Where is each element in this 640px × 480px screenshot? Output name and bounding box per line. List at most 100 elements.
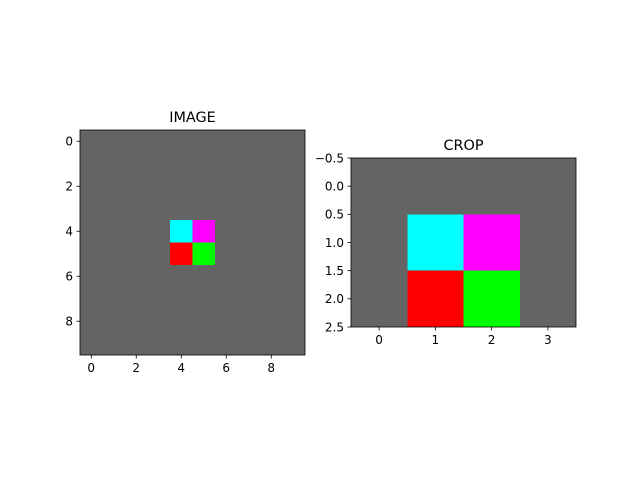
image-pixel-r0-c6 <box>215 130 238 153</box>
image-x-tick-label: 4 <box>177 361 185 375</box>
image-pixel-r8-c7 <box>237 310 260 333</box>
image-pixel-r7-c8 <box>260 287 283 310</box>
image-pixel-r1-c4 <box>170 152 193 175</box>
image-pixel-r4-c4 <box>170 220 193 243</box>
crop-pixel-r1-c1 <box>407 214 464 271</box>
image-pixel-r4-c8 <box>260 220 283 243</box>
image-pixel-r4-c2 <box>125 220 148 243</box>
image-pixel-r3-c3 <box>147 197 170 220</box>
image-pixel-r0-c2 <box>125 130 148 153</box>
crop-y-tick-label: 2.5 <box>325 320 344 334</box>
image-pixel-r0-c0 <box>80 130 103 153</box>
image-pixel-r5-c2 <box>125 242 148 265</box>
image-pixel-r2-c7 <box>237 175 260 198</box>
image-panel-title: IMAGE <box>169 110 216 126</box>
image-pixel-r6-c8 <box>260 265 283 288</box>
image-pixel-r7-c2 <box>125 287 148 310</box>
image-pixel-r7-c1 <box>102 287 125 310</box>
image-pixel-r1-c9 <box>282 152 305 175</box>
image-pixel-r2-c3 <box>147 175 170 198</box>
image-pixel-r7-c4 <box>170 287 193 310</box>
crop-panel-title: CROP <box>443 138 483 154</box>
image-pixel-r7-c0 <box>80 287 103 310</box>
image-axis-ticks: 0 2 4 6 8 0 2 4 6 8 <box>65 135 275 375</box>
image-pixel-r2-c2 <box>125 175 148 198</box>
image-x-tick-label: 0 <box>87 361 95 375</box>
image-pixel-r0-c8 <box>260 130 283 153</box>
image-pixel-r1-c2 <box>125 152 148 175</box>
image-pixel-r1-c5 <box>192 152 215 175</box>
image-pixel-r5-c6 <box>215 242 238 265</box>
image-pixel-r4-c0 <box>80 220 103 243</box>
crop-pixel-r0-c2 <box>463 158 520 215</box>
image-pixel-r8-c1 <box>102 310 125 333</box>
image-pixel-r1-c6 <box>215 152 238 175</box>
image-pixel-r6-c4 <box>170 265 193 288</box>
image-pixel-r7-c9 <box>282 287 305 310</box>
image-y-tick-label: 2 <box>65 180 73 194</box>
image-pixel-r9-c4 <box>170 332 193 355</box>
image-pixel-r2-c9 <box>282 175 305 198</box>
image-x-tick-label: 8 <box>267 361 275 375</box>
crop-pixel-r2-c2 <box>463 270 520 327</box>
image-pixel-r5-c1 <box>102 242 125 265</box>
image-axes-frame <box>79 129 306 356</box>
image-pixel-r4-c7 <box>237 220 260 243</box>
image-pixel-r8-c6 <box>215 310 238 333</box>
crop-x-tick-label: 1 <box>432 333 440 347</box>
image-pixel-r3-c8 <box>260 197 283 220</box>
image-y-tick-label: 4 <box>65 225 73 239</box>
image-pixel-r7-c5 <box>192 287 215 310</box>
crop-pixel-r1-c3 <box>519 214 576 271</box>
crop-x-tick-label: 0 <box>375 333 383 347</box>
crop-y-tick-label: 1.5 <box>325 264 344 278</box>
image-pixel-r2-c5 <box>192 175 215 198</box>
image-pixel-r3-c4 <box>170 197 193 220</box>
image-pixel-r2-c1 <box>102 175 125 198</box>
image-pixel-r1-c3 <box>147 152 170 175</box>
image-pixel-r7-c7 <box>237 287 260 310</box>
crop-y-tick-label: 0.5 <box>325 208 344 222</box>
image-pixel-r3-c7 <box>237 197 260 220</box>
image-pixel-r5-c0 <box>80 242 103 265</box>
crop-pixel-r0-c1 <box>407 158 464 215</box>
image-pixel-r9-c5 <box>192 332 215 355</box>
crop-pixel-r1-c0 <box>351 214 408 271</box>
image-pixel-r9-c7 <box>237 332 260 355</box>
image-pixel-r0-c9 <box>282 130 305 153</box>
image-pixel-r1-c8 <box>260 152 283 175</box>
crop-pixel-r2-c3 <box>519 270 576 327</box>
image-pixel-r4-c9 <box>282 220 305 243</box>
image-pixel-r6-c6 <box>215 265 238 288</box>
image-pixel-r3-c6 <box>215 197 238 220</box>
image-pixel-r2-c0 <box>80 175 103 198</box>
image-pixel-r1-c1 <box>102 152 125 175</box>
image-panel: IMAGE 0 2 4 6 8 0 2 4 6 8 <box>65 110 306 375</box>
image-pixel-r9-c0 <box>80 332 103 355</box>
image-pixel-r8-c2 <box>125 310 148 333</box>
image-pixel-r0-c5 <box>192 130 215 153</box>
crop-axis-ticks: 0 1 2 3 −0.5 0.0 0.5 1.0 1.5 2.0 2.5 <box>315 151 552 347</box>
image-y-tick-label: 6 <box>65 270 73 284</box>
crop-pixel-r1-c2 <box>463 214 520 271</box>
image-pixel-r7-c3 <box>147 287 170 310</box>
image-pixel-r6-c9 <box>282 265 305 288</box>
image-pixel-r0-c3 <box>147 130 170 153</box>
image-pixel-r1-c7 <box>237 152 260 175</box>
image-pixel-r6-c0 <box>80 265 103 288</box>
image-pixel-r8-c3 <box>147 310 170 333</box>
crop-y-tick-label: 0.0 <box>325 179 344 193</box>
image-pixel-r4-c5 <box>192 220 215 243</box>
image-pixel-r1-c0 <box>80 152 103 175</box>
image-pixel-r5-c8 <box>260 242 283 265</box>
image-y-tick-label: 8 <box>65 315 73 329</box>
image-y-tick-label: 0 <box>65 135 73 149</box>
image-pixel-r9-c9 <box>282 332 305 355</box>
image-pixel-r6-c7 <box>237 265 260 288</box>
crop-pixel-r2-c0 <box>351 270 408 327</box>
image-pixel-r3-c2 <box>125 197 148 220</box>
crop-y-tick-label: 1.0 <box>325 236 344 250</box>
image-x-tick-label: 2 <box>132 361 140 375</box>
crop-x-tick-label: 3 <box>544 333 552 347</box>
image-pixel-r3-c0 <box>80 197 103 220</box>
